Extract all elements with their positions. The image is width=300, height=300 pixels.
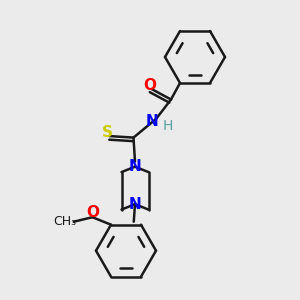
Text: S: S xyxy=(102,125,112,140)
Text: CH₃: CH₃ xyxy=(53,215,76,228)
Text: O: O xyxy=(143,78,157,93)
Text: H: H xyxy=(162,118,172,133)
Text: O: O xyxy=(86,205,99,220)
Text: N: N xyxy=(129,197,141,212)
Text: N: N xyxy=(129,159,141,174)
Text: N: N xyxy=(146,115,159,130)
